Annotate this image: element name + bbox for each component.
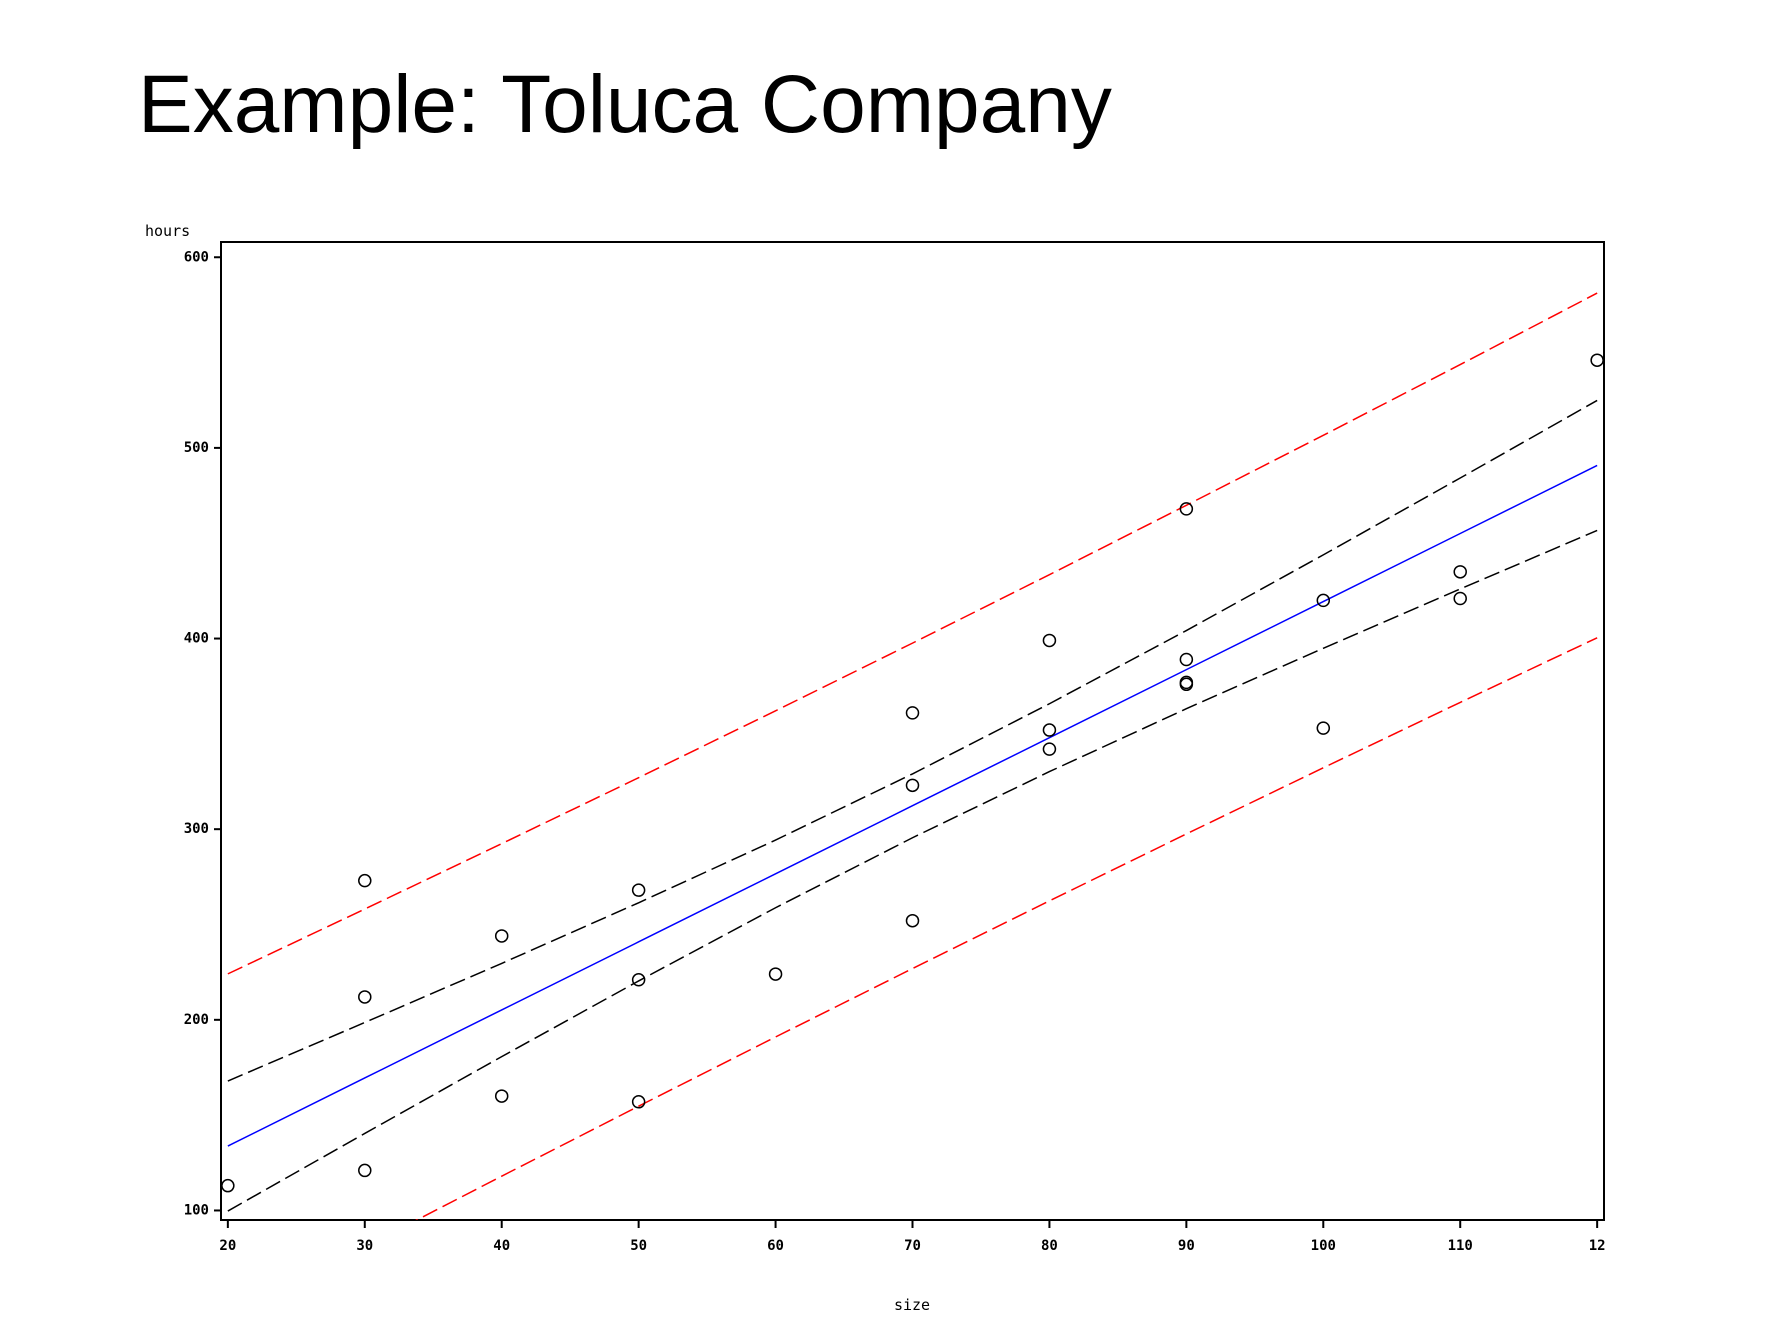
point [1179,652,1194,667]
point [905,778,920,793]
line [227,529,1598,1212]
plot-frame [220,241,1605,1221]
point [1453,591,1467,606]
point [1042,742,1057,756]
point [1453,565,1467,579]
x-tick-label: 50 [630,1238,647,1254]
x-tick-label: 100 [1311,1238,1336,1254]
y-tick-label: 500 [184,440,209,456]
x-tick-label: 90 [1178,1238,1195,1254]
y-tick-label: 300 [184,821,209,837]
point [631,973,646,987]
line [227,399,1598,1082]
y-axis-label: hours [145,222,190,240]
point [494,1089,509,1103]
point [1042,723,1057,737]
line [415,637,1598,1220]
point [905,913,920,928]
point [221,1178,235,1193]
x-tick-label: 110 [1448,1238,1473,1254]
point [1042,633,1057,648]
x-tick-label: 12 [1589,1238,1606,1254]
x-tick-label: 60 [767,1238,784,1254]
slide-title: Example: Toluca Company [138,59,1112,150]
x-tick-label: 30 [356,1238,373,1254]
y-tick-label: 400 [184,631,209,647]
point [494,929,509,943]
y-tick-label: 600 [184,249,209,265]
x-tick-label: 40 [493,1238,510,1254]
point [1316,593,1331,608]
point [631,1095,646,1109]
y-tick-label: 100 [184,1202,209,1218]
x-axis-label: size [894,1296,930,1314]
line [227,464,1598,1147]
point [358,990,372,1004]
x-tick-label: 70 [904,1238,921,1254]
point [1179,502,1194,516]
plot-clip [227,292,1598,1220]
y-tick-label: 200 [184,1012,209,1028]
point [358,1163,372,1178]
point [1590,353,1604,367]
point [905,706,920,720]
point [768,967,783,981]
x-tick-label: 80 [1041,1238,1058,1254]
line [227,292,1598,975]
point [1316,721,1331,735]
point [1179,675,1194,690]
x-tick-label: 20 [219,1238,236,1254]
point [358,873,372,888]
point [631,883,646,897]
